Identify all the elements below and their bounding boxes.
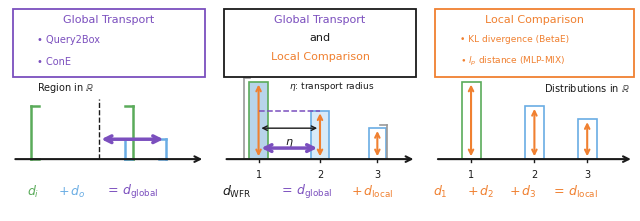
- Bar: [250, 82, 268, 159]
- Text: $\eta$: transport radius: $\eta$: transport radius: [289, 80, 374, 93]
- Text: • ConE: • ConE: [37, 57, 71, 67]
- Text: $= \, d_{\mathrm{local}}$: $= \, d_{\mathrm{local}}$: [551, 184, 598, 200]
- Text: $+ \, d_{\mathrm{local}}$: $+ \, d_{\mathrm{local}}$: [351, 184, 393, 200]
- Text: $\bullet$ $l_p$ distance (MLP-MIX): $\bullet$ $l_p$ distance (MLP-MIX): [461, 55, 566, 69]
- Text: $d_i$: $d_i$: [27, 184, 39, 200]
- Text: • Query2Box: • Query2Box: [37, 35, 100, 45]
- Text: 3: 3: [584, 170, 590, 180]
- Bar: [578, 119, 596, 159]
- Bar: [311, 110, 329, 159]
- Bar: [525, 106, 544, 159]
- Text: 1: 1: [255, 170, 262, 180]
- Text: $= \, d_{\mathrm{global}}$: $= \, d_{\mathrm{global}}$: [279, 183, 332, 201]
- Text: 2: 2: [531, 170, 538, 180]
- Bar: [461, 82, 481, 159]
- Text: $d_1$: $d_1$: [433, 184, 448, 200]
- Text: $+ \, d_o$: $+ \, d_o$: [58, 184, 85, 200]
- Text: $d_{\mathrm{WFR}}$: $d_{\mathrm{WFR}}$: [221, 184, 251, 200]
- Text: Local Comparison: Local Comparison: [485, 15, 584, 25]
- Bar: [369, 128, 385, 159]
- Text: $+ \, d_3$: $+ \, d_3$: [509, 184, 536, 200]
- Text: Region in $\mathbb{R}$: Region in $\mathbb{R}$: [37, 81, 95, 95]
- Text: $+ \, d_2$: $+ \, d_2$: [467, 184, 494, 200]
- Text: 2: 2: [317, 170, 323, 180]
- Text: Local Comparison: Local Comparison: [271, 52, 369, 63]
- Text: 3: 3: [374, 170, 380, 180]
- Text: 1: 1: [468, 170, 474, 180]
- Text: Distributions in $\mathbb{R}$: Distributions in $\mathbb{R}$: [543, 82, 630, 94]
- FancyBboxPatch shape: [224, 9, 416, 77]
- FancyBboxPatch shape: [13, 9, 205, 77]
- Text: Global Transport: Global Transport: [275, 15, 365, 25]
- Text: $= \, d_{\mathrm{global}}$: $= \, d_{\mathrm{global}}$: [105, 183, 158, 201]
- Text: Global Transport: Global Transport: [63, 15, 154, 25]
- Text: $\eta$: $\eta$: [285, 137, 294, 149]
- Text: and: and: [309, 32, 331, 43]
- FancyBboxPatch shape: [435, 9, 634, 77]
- Text: • KL divergence (BetaE): • KL divergence (BetaE): [461, 35, 570, 44]
